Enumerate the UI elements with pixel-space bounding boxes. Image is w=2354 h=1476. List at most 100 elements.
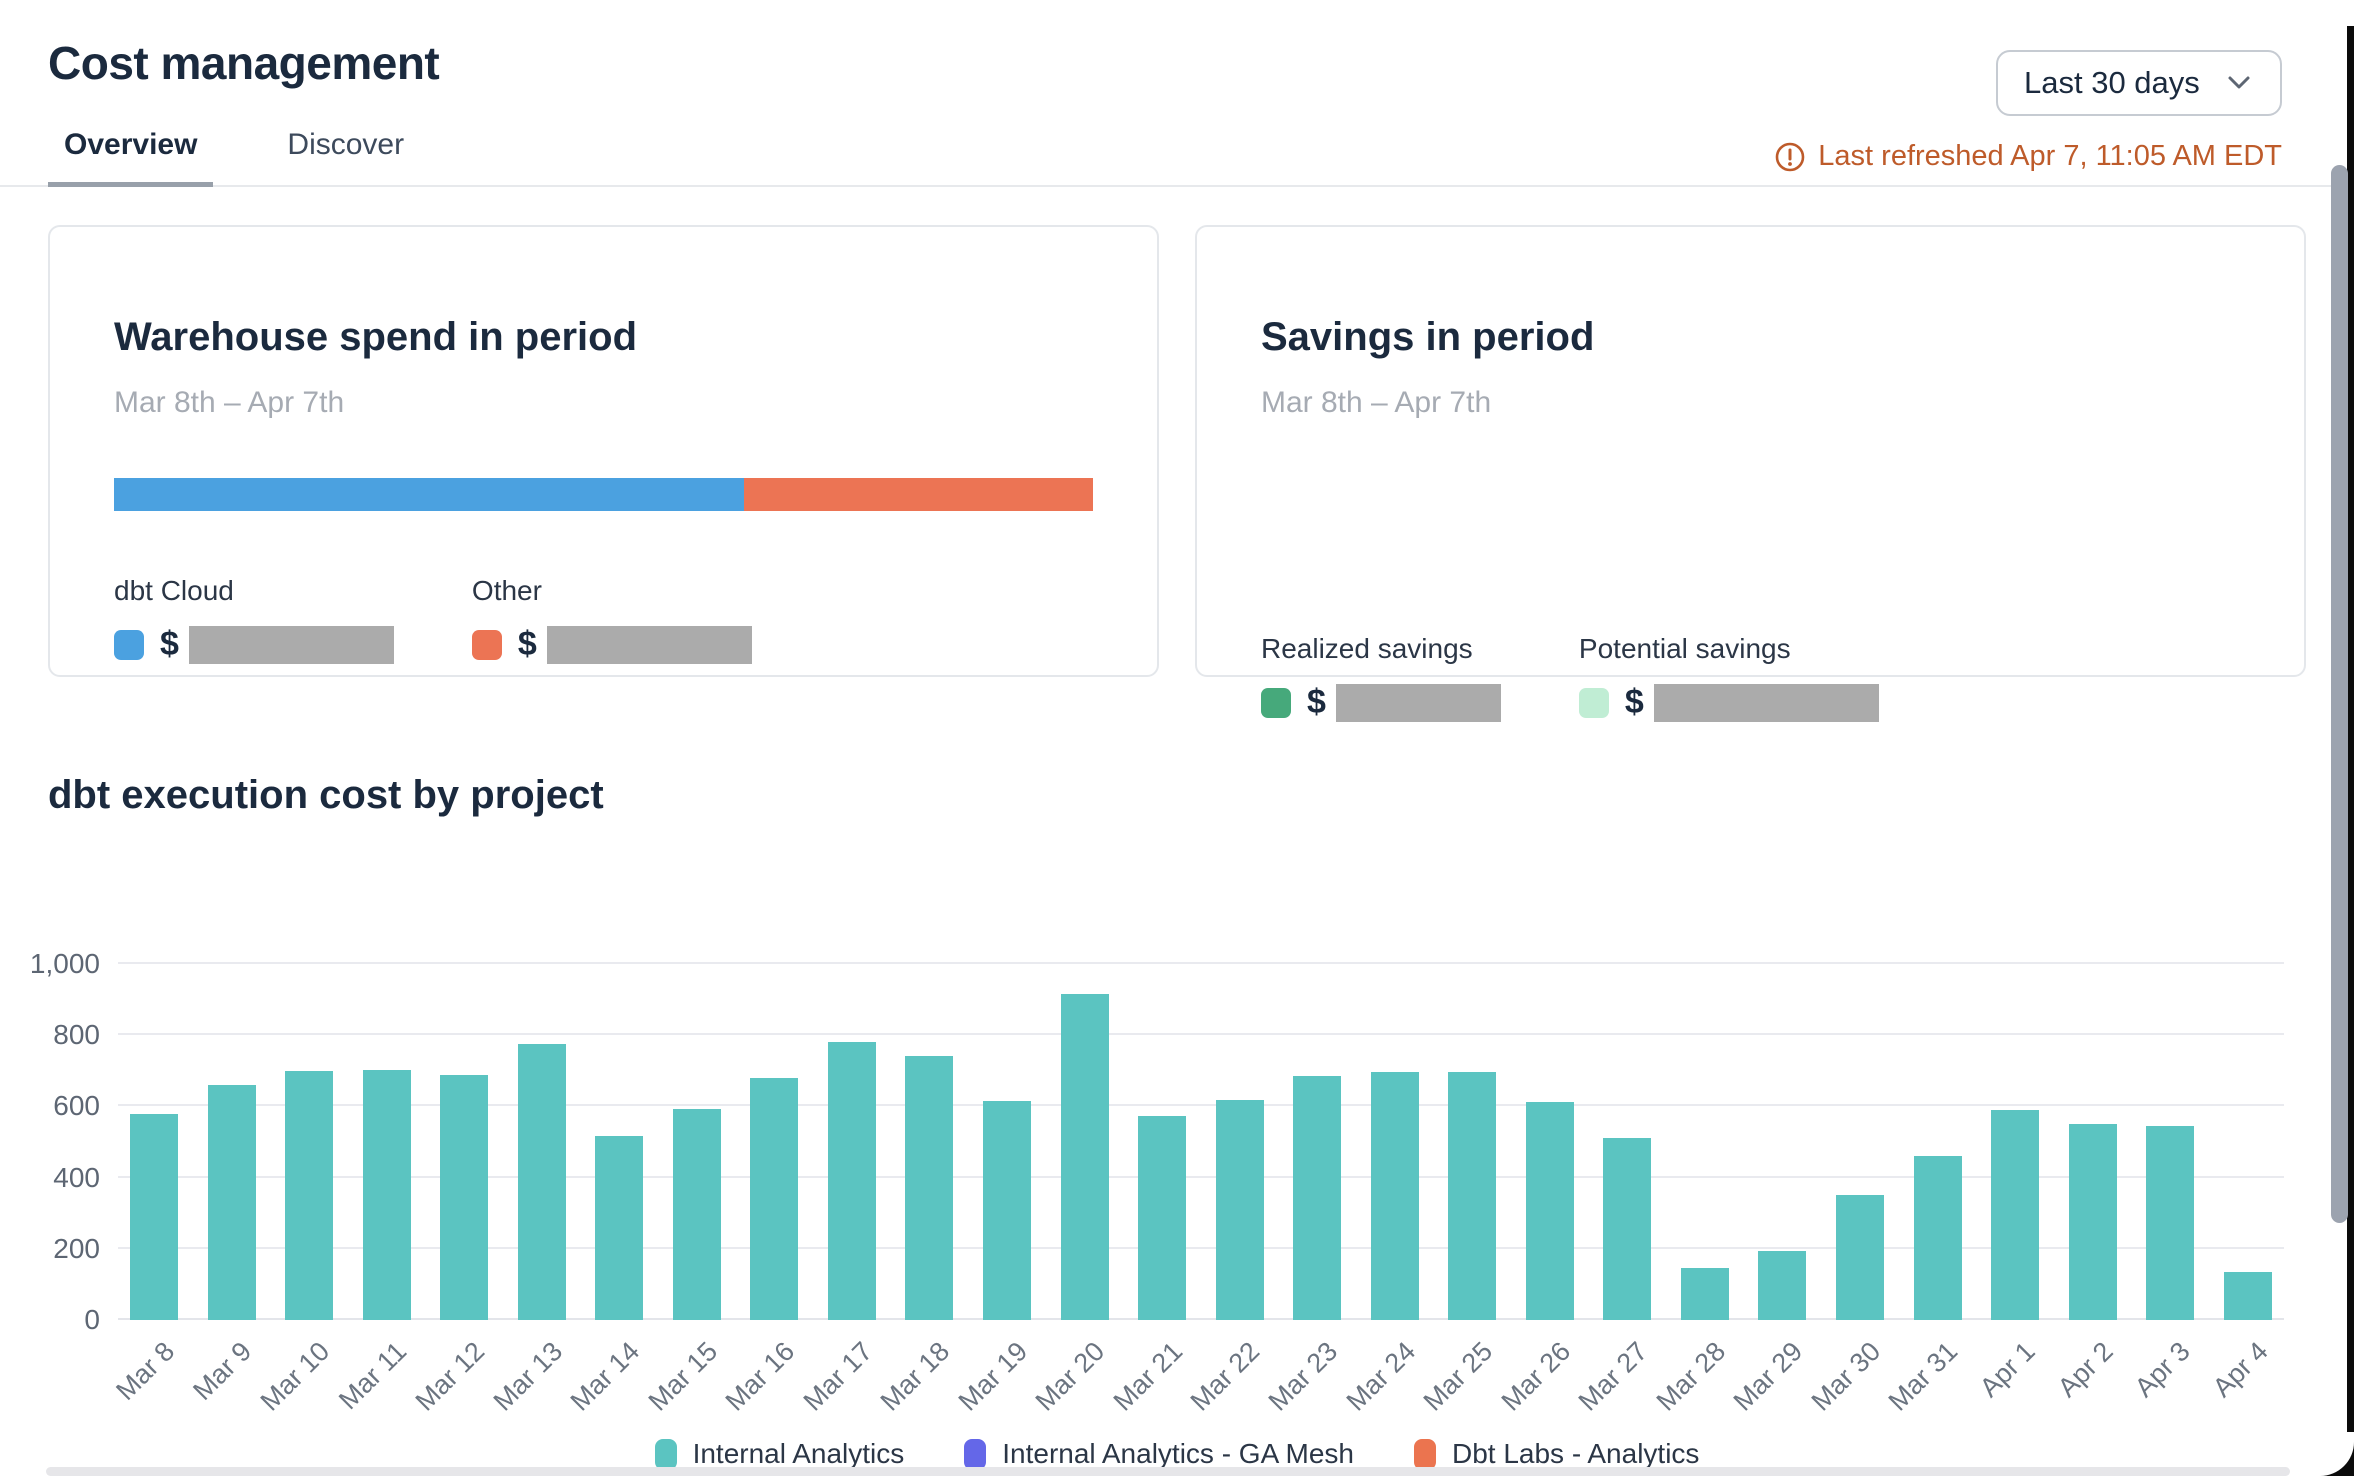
bar-mar-19[interactable]: [983, 1101, 1032, 1320]
legend-item-dbt-cloud: dbt Cloud $: [114, 575, 394, 664]
x-axis-tick-label: Mar 12: [409, 1336, 491, 1417]
bar-slot: Mar 12: [410, 964, 490, 1417]
legend-swatch: [1413, 1438, 1436, 1470]
bar-apr-3[interactable]: [2146, 1125, 2195, 1320]
bar-slot: Mar 8: [110, 964, 180, 1406]
window-corner: [2310, 1432, 2354, 1476]
bar-slot: Apr 2: [2052, 964, 2119, 1403]
currency-symbol: $: [1307, 683, 1326, 721]
bar-mar-29[interactable]: [1758, 1250, 1807, 1320]
bar-mar-26[interactable]: [1525, 1102, 1574, 1320]
x-axis-tick-label: Apr 4: [2206, 1336, 2274, 1403]
bar-slot: Apr 1: [1974, 964, 2041, 1403]
bar-slot: Mar 20: [1030, 964, 1111, 1417]
chart-legend: Internal Analytics Internal Analytics - G…: [0, 1438, 2354, 1470]
gridline: [118, 1104, 2284, 1107]
bar-mar-31[interactable]: [1913, 1156, 1962, 1320]
bar-mar-13[interactable]: [517, 1044, 566, 1320]
bar-mar-16[interactable]: [750, 1077, 799, 1320]
warehouse-legend: dbt Cloud $ Other $: [114, 575, 1093, 664]
x-axis-tick-label: Mar 31: [1882, 1336, 1964, 1417]
chart-legend-item[interactable]: Internal Analytics: [654, 1438, 904, 1470]
bar-slot: Mar 28: [1650, 964, 1731, 1417]
x-axis-tick-label: Mar 10: [254, 1336, 336, 1417]
redacted-value: [1335, 683, 1501, 722]
x-axis-tick-label: Mar 16: [719, 1336, 801, 1417]
legend-item-realized-savings: Realized savings $: [1261, 633, 1501, 722]
bar-mar-17[interactable]: [827, 1042, 876, 1320]
x-axis-tick-label: Mar 21: [1107, 1336, 1189, 1417]
bar-mar-14[interactable]: [595, 1135, 644, 1320]
bar-mar-10[interactable]: [285, 1070, 334, 1320]
bar-mar-21[interactable]: [1138, 1116, 1187, 1320]
dbt-cloud-swatch: [114, 629, 144, 660]
gridline: [118, 1033, 2284, 1036]
tab-overview[interactable]: Overview: [48, 120, 214, 187]
x-axis-tick-label: Apr 3: [2129, 1336, 2197, 1403]
chart-legend-item[interactable]: Internal Analytics - GA Mesh: [964, 1438, 1354, 1470]
date-range-value: Last 30 days: [2024, 65, 2200, 100]
bar-mar-18[interactable]: [905, 1055, 954, 1320]
bar-mar-27[interactable]: [1603, 1138, 1652, 1320]
bar-mar-9[interactable]: [207, 1085, 256, 1320]
vertical-scrollbar[interactable]: [2331, 165, 2348, 1223]
bar-slot: Mar 17: [797, 964, 878, 1417]
legend-label: Dbt Labs - Analytics: [1451, 1438, 1700, 1469]
legend-swatch: [964, 1438, 987, 1470]
gridline: [118, 962, 2284, 964]
x-axis-tick-label: Mar 19: [952, 1336, 1034, 1417]
gridline: [118, 1246, 2284, 1249]
y-axis-tick-label: 600: [53, 1090, 100, 1122]
bar-apr-1[interactable]: [1991, 1109, 2040, 1320]
card-title: Savings in period: [1261, 315, 1595, 359]
bar-mar-30[interactable]: [1836, 1195, 1885, 1320]
bar-mar-12[interactable]: [440, 1075, 489, 1320]
stacked-bar-segment-other[interactable]: [744, 478, 1093, 511]
chart-bars: Mar 8 Mar 9 Mar 10 Mar 11 Mar 12 Mar 13 Mar 14…: [110, 964, 2284, 1417]
horizontal-scrollbar[interactable]: [46, 1467, 2290, 1476]
bar-mar-20[interactable]: [1060, 994, 1109, 1320]
bar-slot: Mar 9: [188, 964, 258, 1406]
bar-slot: Mar 19: [952, 964, 1033, 1417]
bar-slot: Mar 11: [333, 964, 413, 1415]
bar-slot: Mar 29: [1728, 964, 1809, 1417]
bar-slot: Mar 13: [487, 964, 568, 1417]
bar-mar-8[interactable]: [130, 1113, 178, 1320]
gridline: [118, 1318, 2284, 1320]
bar-mar-23[interactable]: [1293, 1076, 1342, 1320]
tab-discover[interactable]: Discover: [287, 128, 405, 161]
alert-circle-icon: [1774, 141, 1806, 173]
execution-cost-bar-chart: 0 200 400 600 800 1,000 Mar 8 Mar 9 Mar 10 Mar 1…: [30, 948, 2284, 1417]
bar-mar-28[interactable]: [1680, 1268, 1729, 1320]
last-refreshed-text: Last refreshed Apr 7, 11:05 AM EDT: [1818, 140, 2282, 172]
bar-apr-4[interactable]: [2223, 1271, 2272, 1320]
date-range-dropdown[interactable]: Last 30 days: [1996, 50, 2282, 116]
bar-mar-22[interactable]: [1215, 1100, 1264, 1320]
chart-legend-item[interactable]: Dbt Labs - Analytics: [1413, 1438, 1700, 1470]
x-axis-tick-label: Apr 2: [2051, 1336, 2119, 1403]
summary-cards: Warehouse spend in period Mar 8th – Apr …: [48, 225, 2306, 722]
bar-mar-11[interactable]: [362, 1070, 411, 1320]
card-title: Warehouse spend in period: [114, 315, 638, 359]
currency-symbol: $: [1624, 683, 1644, 721]
x-axis-tick-label: Mar 22: [1185, 1336, 1266, 1417]
bar-slot: Mar 31: [1883, 964, 1964, 1417]
potential-savings-swatch: [1578, 687, 1609, 718]
bar-apr-2[interactable]: [2068, 1124, 2117, 1320]
bar-mar-15[interactable]: [672, 1109, 721, 1320]
stacked-bar-segment-dbt-cloud[interactable]: [114, 478, 745, 511]
x-axis-tick-label: Mar 13: [487, 1336, 568, 1417]
redacted-value: [188, 625, 394, 664]
bar-mar-25[interactable]: [1448, 1071, 1497, 1320]
bar-mar-24[interactable]: [1370, 1071, 1419, 1320]
warehouse-spend-card: Warehouse spend in period Mar 8th – Apr …: [48, 225, 1159, 677]
savings-card: Savings in period Mar 8th – Apr 7th Real…: [1195, 225, 2306, 722]
x-axis-tick-label: Mar 23: [1262, 1336, 1344, 1417]
bar-slot: Mar 14: [565, 964, 645, 1417]
bar-slot: Mar 24: [1340, 964, 1421, 1417]
realized-savings-swatch: [1261, 687, 1291, 718]
x-axis-tick-label: Mar 26: [1495, 1336, 1576, 1417]
legend-item-potential-savings: Potential savings $: [1578, 633, 1879, 722]
other-swatch: [471, 629, 502, 660]
page-title: Cost management: [48, 37, 440, 89]
